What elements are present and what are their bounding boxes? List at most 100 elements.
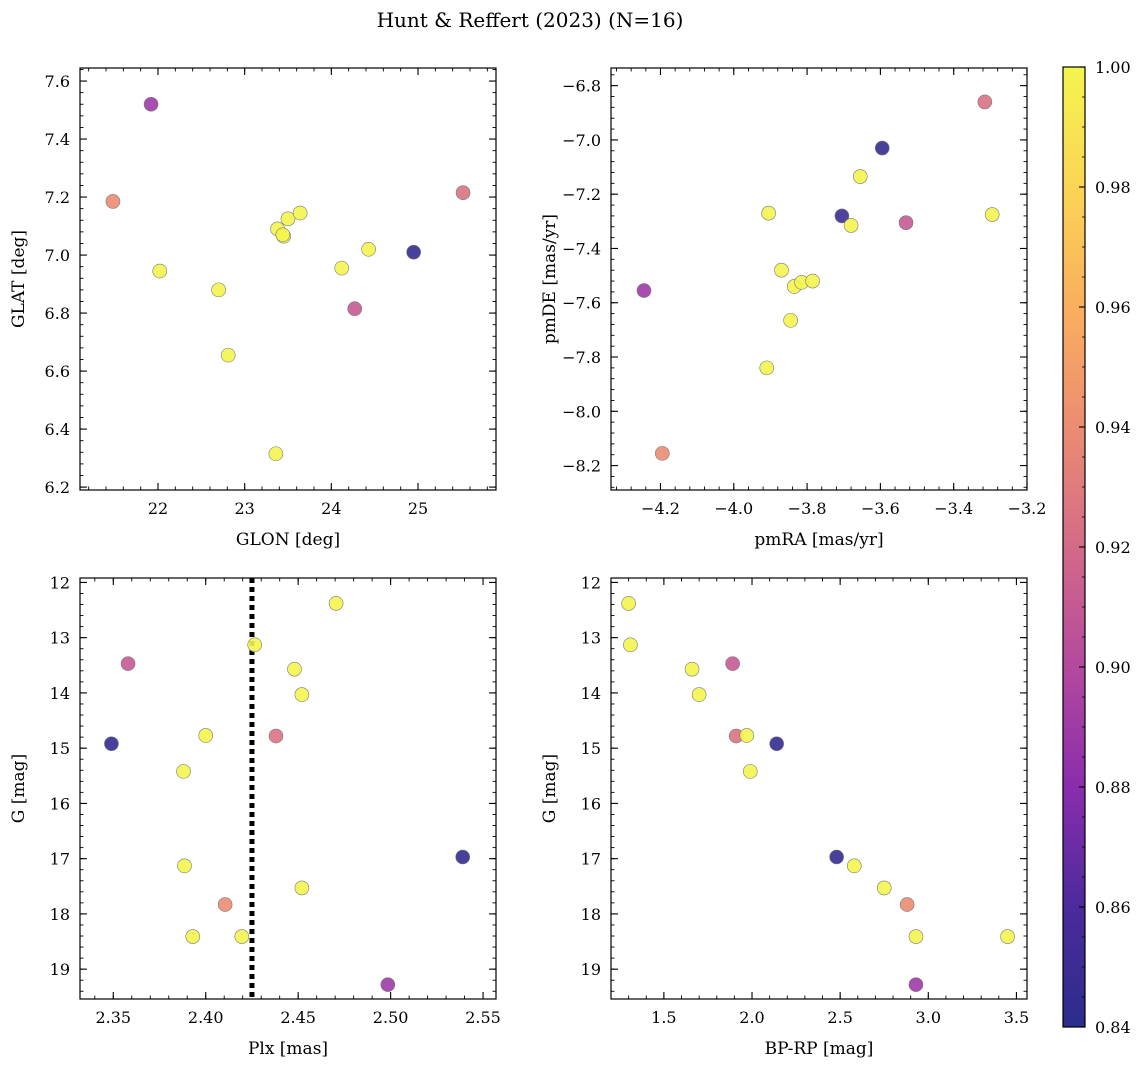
x-tick-label: 24 [321,499,341,518]
scatter-point [636,283,652,298]
scatter-point [287,661,302,677]
y-tick-label: 18 [50,905,70,924]
x-tick-label: 25 [408,499,428,518]
scatter-point [220,347,236,363]
scatter-point [621,596,636,611]
x-axis-label: Plx [mas] [248,1039,328,1059]
colorbar-tick-label: 1.00 [1095,58,1131,77]
scatter-point [334,260,350,276]
scatter-point [805,273,820,289]
x-tick-label: 1.5 [651,1008,676,1027]
colorbar-tick-label: 0.94 [1095,418,1131,437]
panel-3: 2.35 2.40 2.45 2.50 2.55 12 13 14 15 16 17 18 19 Plx … [9,573,501,1059]
scatter-point [834,208,850,224]
y-tick-label: 6.6 [45,362,70,381]
axes-frame [79,67,497,491]
axes-frame [79,577,497,1000]
scatter-point [852,169,868,184]
scatter-point [761,205,776,221]
scatter-point [1000,929,1015,944]
scatter-point [217,897,233,912]
x-axis-label: pmRA [mas/yr] [754,530,883,550]
y-tick-label: 19 [50,960,70,979]
y-tick-label: 17 [50,850,70,869]
x-tick-label: −3.2 [1008,499,1047,518]
x-tick-label: 23 [234,499,254,518]
x-tick-label: 22 [148,499,168,518]
y-tick-label: −7.6 [562,294,601,313]
colorbar: 0.84 0.86 0.88 0.90 0.92 0.94 0.96 0.98 1.00 [1062,58,1131,1037]
y-axis-label: pmDE [mas/yr] [540,214,560,344]
scatter-point [725,656,740,671]
x-tick-label: 2.5 [827,1008,852,1027]
scatter-point [623,637,638,653]
y-tick-label: 15 [581,739,601,758]
colorbar-tick-label: 0.84 [1095,1018,1131,1037]
scatter-point [898,215,914,230]
scatter-point [211,282,226,298]
y-tick-label: 16 [50,794,70,813]
scatter-point [294,880,310,896]
scatter-point [455,849,471,865]
y-tick-label: 14 [581,684,601,703]
scatter-point [769,736,784,752]
y-axis-label: G [mag] [9,754,29,823]
scatter-point [739,728,755,743]
y-tick-label: 19 [581,960,601,979]
x-tick-label: 3.5 [1004,1008,1029,1027]
scatter-point [899,897,915,912]
panels: 22 23 24 25 6.2 6.4 6.6 6.8 7.0 7.2 7.4 7.6 GLON [de… [9,67,1047,1059]
scatter-point [977,94,993,110]
scatter-point [275,227,291,243]
scatter-point [843,218,859,233]
scatter-point [783,313,798,328]
colorbar-tick-label: 0.92 [1095,538,1131,557]
y-tick-label: 7.0 [45,246,70,265]
y-tick-label: 12 [581,573,601,592]
x-tick-label: −3.8 [788,499,827,518]
x-tick-label: −3.4 [934,499,973,518]
scatter-point [104,736,119,752]
y-tick-label: 6.8 [45,304,70,323]
scatter-point [691,687,707,702]
y-tick-label: −8.0 [562,402,601,421]
y-tick-label: 17 [581,850,601,869]
scatter-point [455,185,471,201]
panel-4: 1.5 2.0 2.5 3.0 3.5 12 13 14 15 16 17 18 19 BP-RP [ma… [540,573,1029,1059]
scatter-point [234,929,250,944]
scatter-point [152,263,168,279]
x-axis-label: BP-RP [mag] [765,1039,874,1059]
colorbar-tick-label: 0.90 [1095,658,1131,677]
scatter-point [198,728,214,743]
scatter-point [742,764,758,779]
y-tick-label: 7.4 [45,130,70,149]
scatter-point [774,262,789,278]
y-tick-label: 7.2 [45,188,70,207]
colorbar-tick-label: 0.98 [1095,178,1131,197]
y-tick-label: 6.2 [45,478,70,497]
axes-frame [610,577,1028,1000]
y-tick-label: −8.2 [562,457,601,476]
y-tick-label: −6.8 [562,77,601,96]
x-tick-label: −4.2 [641,499,680,518]
y-tick-label: 7.6 [45,72,70,91]
y-tick-label: 16 [581,794,601,813]
scatter-point [759,360,775,376]
y-tick-label: 13 [50,629,70,648]
scatter-point [347,301,363,317]
x-tick-label: −3.6 [861,499,900,518]
scatter-point [984,207,1000,222]
panel-1: 22 23 24 25 6.2 6.4 6.6 6.8 7.0 7.2 7.4 7.6 GLON [de… [9,67,497,550]
scatter-point [874,140,890,156]
y-tick-label: 13 [581,629,601,648]
scatter-point [185,929,201,944]
figure-title: Hunt & Reffert (2023) (N=16) [377,8,684,32]
x-tick-label: −4.0 [714,499,753,518]
y-tick-label: −7.0 [562,131,601,150]
scatter-point [120,656,136,671]
scatter-point [655,446,670,461]
scatter-point [294,687,310,702]
scatter-point [361,241,376,257]
x-tick-label: 2.40 [188,1008,224,1027]
